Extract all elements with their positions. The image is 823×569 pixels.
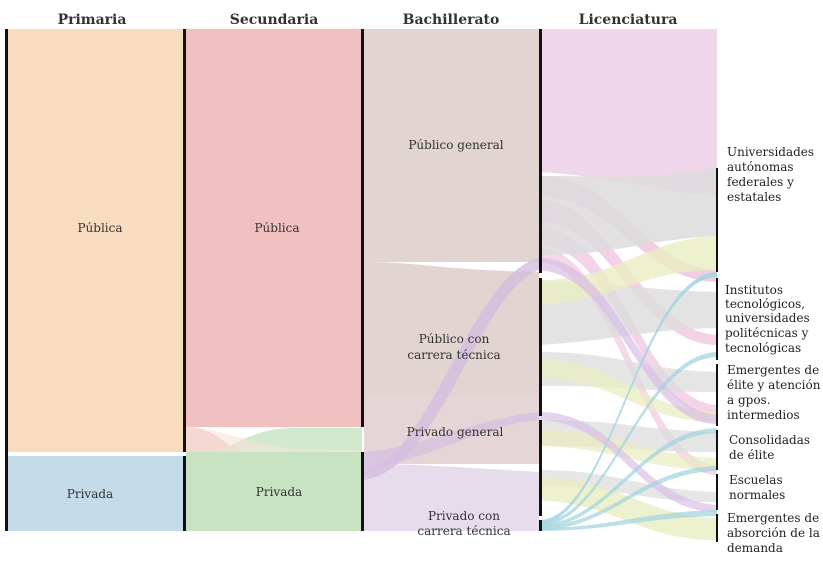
- flow-lic-yellow-4: [539, 478, 717, 540]
- bar-lic-institutos: [716, 278, 718, 360]
- dest-emergentes-elite-line-1: Emergentes de: [727, 363, 819, 377]
- bar-bach-publico-tecnica: [539, 278, 542, 416]
- flow-sec-gap: [186, 427, 361, 452]
- dest-autonomas-line-3: federales y: [727, 175, 794, 189]
- label-bach-publico-general: Público general: [408, 138, 503, 152]
- bar-primaria-left: [5, 29, 8, 531]
- bar-bach-privado-general: [539, 420, 542, 516]
- dest-label-normales: Escuelas normales: [729, 473, 785, 502]
- dest-institutos-line-4: politécnicas y: [725, 326, 809, 340]
- bar-lic-emergentes-absorcion: [716, 514, 718, 542]
- flow-lic-purple-1: [539, 258, 717, 424]
- bar-primaria-privada: [183, 456, 186, 531]
- bar-lic-autonomas: [716, 168, 718, 272]
- stage-title-licenciatura: Licenciatura: [579, 12, 678, 28]
- node-primaria-publica: [8, 29, 183, 452]
- label-bach-privado-tecnica-1: Privado con: [428, 509, 500, 523]
- flow-bach-lavender-2: [364, 258, 539, 480]
- dest-institutos-line-1: Institutos: [725, 283, 783, 297]
- node-bach-publico-general: [364, 29, 539, 262]
- dest-label-consolidadas: Consolidadas de élite: [729, 433, 810, 462]
- dest-absorcion-line-3: demanda: [727, 541, 783, 555]
- dest-autonomas-line-4: estatales: [727, 190, 781, 204]
- bar-lic-normales: [716, 474, 718, 510]
- flow-bach-lavender-1: [364, 412, 539, 470]
- stage-title-bachillerato: Bachillerato: [403, 12, 500, 28]
- label-bach-privado-tecnica-2: carrera técnica: [417, 524, 510, 538]
- dest-normales-line-1: Escuelas: [729, 473, 783, 487]
- dest-consolidadas-line-2: de élite: [729, 448, 774, 462]
- flow-lic-blue-4: [539, 466, 717, 530]
- flow-lic-purple-2: [539, 412, 717, 512]
- label-bach-publico-tecnica-1: Público con: [419, 332, 490, 346]
- node-lic-autonomas-band: [539, 29, 717, 172]
- node-primaria-privada: [8, 456, 183, 531]
- stage-title-secundaria: Secundaria: [230, 12, 319, 28]
- label-primaria-publica: Pública: [77, 221, 122, 235]
- bar-primaria-publica: [183, 29, 186, 452]
- stage-title-primaria: Primaria: [58, 12, 127, 28]
- flow-lic-blue-3: [539, 428, 717, 528]
- dest-label-emergentes-elite: Emergentes de élite y atención a gpos. i…: [727, 363, 821, 422]
- dest-emergentes-elite-line-2: élite y atención: [727, 378, 821, 392]
- bar-lic-consolidadas: [716, 430, 718, 470]
- bar-secundaria-publica: [361, 29, 364, 427]
- dest-emergentes-elite-line-4: intermedios: [727, 408, 800, 422]
- flow-lic-blue-2: [539, 352, 717, 526]
- label-secundaria-privada: Privada: [256, 485, 302, 499]
- flow-lic-gray-upper: [539, 168, 717, 255]
- dest-label-emergentes-absorcion: Emergentes de absorción de la demanda: [727, 511, 820, 555]
- dest-label-institutos: Institutos tecnológicos, universidades p…: [725, 283, 810, 355]
- node-bach-privado-tecnica: [364, 464, 539, 531]
- dest-absorcion-line-2: absorción de la: [727, 526, 820, 540]
- dest-label-autonomas: Universidades autónomas federales y esta…: [727, 145, 814, 204]
- bar-bach-publico-general: [539, 29, 542, 273]
- dest-normales-line-2: normales: [729, 488, 785, 502]
- label-secundaria-publica: Pública: [254, 221, 299, 235]
- dest-consolidadas-line-1: Consolidadas: [729, 433, 810, 447]
- dest-institutos-line-5: tecnológicas: [725, 341, 801, 355]
- node-secundaria-publica: [186, 29, 361, 427]
- label-bach-privado-general: Privado general: [407, 425, 504, 439]
- bar-lic-emergentes-elite: [716, 364, 718, 426]
- dest-emergentes-elite-line-3: a gpos.: [727, 393, 771, 407]
- dest-autonomas-line-2: autónomas: [727, 160, 794, 174]
- dest-autonomas-line-1: Universidades: [727, 145, 814, 159]
- dest-absorcion-line-1: Emergentes de: [727, 511, 819, 525]
- flow-lic-blue-5: [539, 510, 717, 531]
- dest-institutos-line-2: tecnológicos,: [725, 297, 805, 311]
- node-secundaria-privada: [186, 452, 361, 531]
- label-primaria-privada: Privada: [67, 487, 113, 501]
- dest-institutos-line-3: universidades: [725, 311, 810, 325]
- flow-lic-yellow-2: [539, 360, 717, 422]
- bar-secundaria-privada: [361, 452, 364, 531]
- bar-bach-privado-tecnica: [539, 520, 542, 531]
- flow-lic-yellow-3: [539, 430, 717, 470]
- label-bach-publico-tecnica-2: carrera técnica: [407, 348, 500, 362]
